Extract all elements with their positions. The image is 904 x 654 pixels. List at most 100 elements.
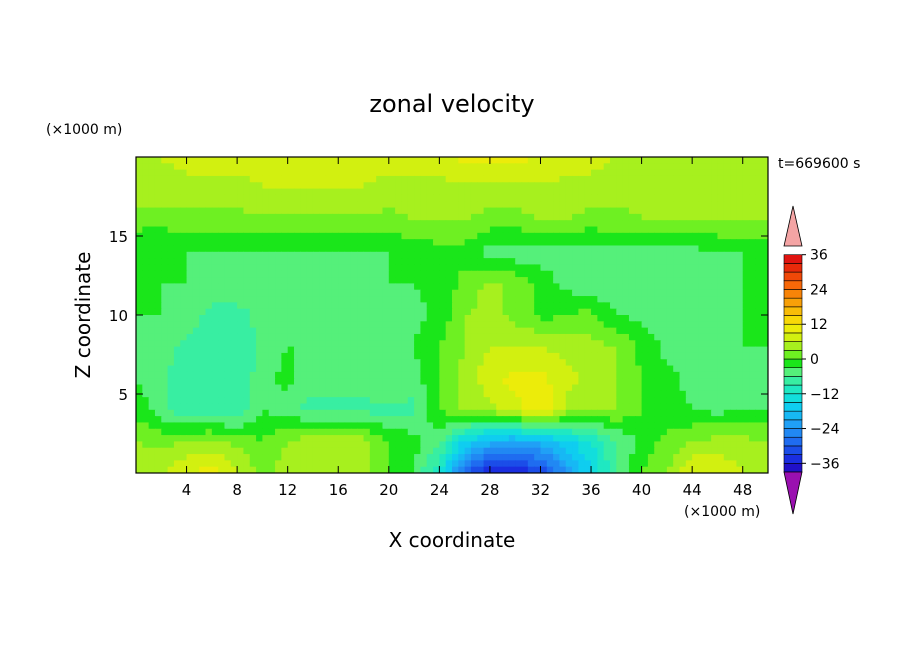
field-cell xyxy=(736,441,744,449)
field-cell xyxy=(610,359,617,367)
field-cell xyxy=(154,340,162,348)
field-cell xyxy=(167,333,175,341)
field-cell xyxy=(628,308,636,316)
field-cell xyxy=(357,333,365,341)
field-cell xyxy=(167,207,175,215)
field-cell xyxy=(180,163,188,171)
field-cell xyxy=(553,435,561,442)
field-cell xyxy=(338,416,346,424)
field-cell xyxy=(704,460,712,468)
field-cell xyxy=(306,397,314,405)
field-cell xyxy=(622,365,630,373)
field-cell xyxy=(660,201,668,209)
field-cell xyxy=(218,333,226,341)
field-cell xyxy=(584,283,592,291)
field-cell xyxy=(161,441,169,449)
field-cell xyxy=(641,403,649,411)
field-cell xyxy=(723,232,731,240)
field-cell xyxy=(534,239,542,247)
field-cell xyxy=(673,397,681,405)
field-cell xyxy=(534,169,542,177)
field-cell xyxy=(458,315,466,322)
field-cell xyxy=(319,302,327,310)
field-cell xyxy=(559,352,567,360)
field-cell xyxy=(628,251,636,259)
field-cell xyxy=(192,454,200,461)
field-cell xyxy=(199,346,207,354)
field-cell xyxy=(230,207,238,215)
field-cell xyxy=(673,346,681,354)
field-cell xyxy=(224,220,232,228)
field-cell xyxy=(154,409,162,417)
field-cell xyxy=(344,308,352,316)
field-cell xyxy=(673,378,681,386)
field-cell xyxy=(749,359,756,367)
field-cell xyxy=(610,264,617,272)
field-cell xyxy=(546,403,554,411)
field-cell xyxy=(534,428,542,436)
field-cell xyxy=(654,220,662,228)
field-cell xyxy=(395,283,403,291)
field-cell xyxy=(363,397,371,405)
field-cell xyxy=(205,245,213,253)
field-cell xyxy=(161,226,169,234)
field-cell xyxy=(407,327,415,335)
field-cell xyxy=(331,378,339,386)
field-cell xyxy=(742,365,750,373)
field-cell xyxy=(142,270,150,278)
field-cell xyxy=(692,277,700,284)
field-cell xyxy=(666,390,674,398)
field-cell xyxy=(578,359,586,367)
field-cell xyxy=(654,340,662,348)
field-cell xyxy=(464,264,472,272)
field-cell xyxy=(610,416,617,424)
field-cell xyxy=(243,201,251,209)
field-cell xyxy=(616,201,624,209)
field-cell xyxy=(477,346,485,354)
field-cell xyxy=(477,315,485,322)
field-cell xyxy=(502,283,510,291)
field-cell xyxy=(414,270,421,278)
field-cell xyxy=(369,182,377,190)
field-cell xyxy=(154,397,162,405)
field-cell xyxy=(534,460,542,468)
field-cell xyxy=(660,435,668,442)
field-cell xyxy=(154,327,162,335)
field-cell xyxy=(711,194,719,202)
field-cell xyxy=(477,397,485,405)
field-cell xyxy=(603,182,611,190)
field-cell xyxy=(534,352,542,360)
field-cell xyxy=(300,447,308,455)
field-cell xyxy=(660,422,668,430)
field-cell xyxy=(180,207,188,215)
field-cell xyxy=(199,302,207,310)
field-cell xyxy=(572,163,579,171)
field-cell xyxy=(591,157,598,164)
field-cell xyxy=(704,416,712,424)
field-cell xyxy=(211,226,219,234)
field-cell xyxy=(445,365,453,373)
field-cell xyxy=(730,359,737,367)
y-unit-label: (×1000 m) xyxy=(46,122,122,138)
field-cell xyxy=(180,403,188,411)
field-cell xyxy=(262,321,270,329)
field-cell xyxy=(433,283,440,291)
field-cell xyxy=(502,232,510,240)
field-cell xyxy=(591,220,598,228)
field-cell xyxy=(300,416,308,424)
field-cell xyxy=(477,390,485,398)
field-cell xyxy=(205,416,213,424)
field-cell xyxy=(477,264,485,272)
field-cell xyxy=(433,169,440,177)
field-cell xyxy=(350,321,358,329)
field-cell xyxy=(262,188,270,196)
field-cell xyxy=(369,409,377,417)
field-cell xyxy=(711,454,719,461)
field-cell xyxy=(224,239,232,247)
field-cell xyxy=(565,346,573,354)
field-cell xyxy=(483,327,491,335)
field-cell xyxy=(426,245,434,253)
field-cell xyxy=(610,289,617,297)
field-cell xyxy=(319,428,327,436)
field-cell xyxy=(306,346,314,354)
